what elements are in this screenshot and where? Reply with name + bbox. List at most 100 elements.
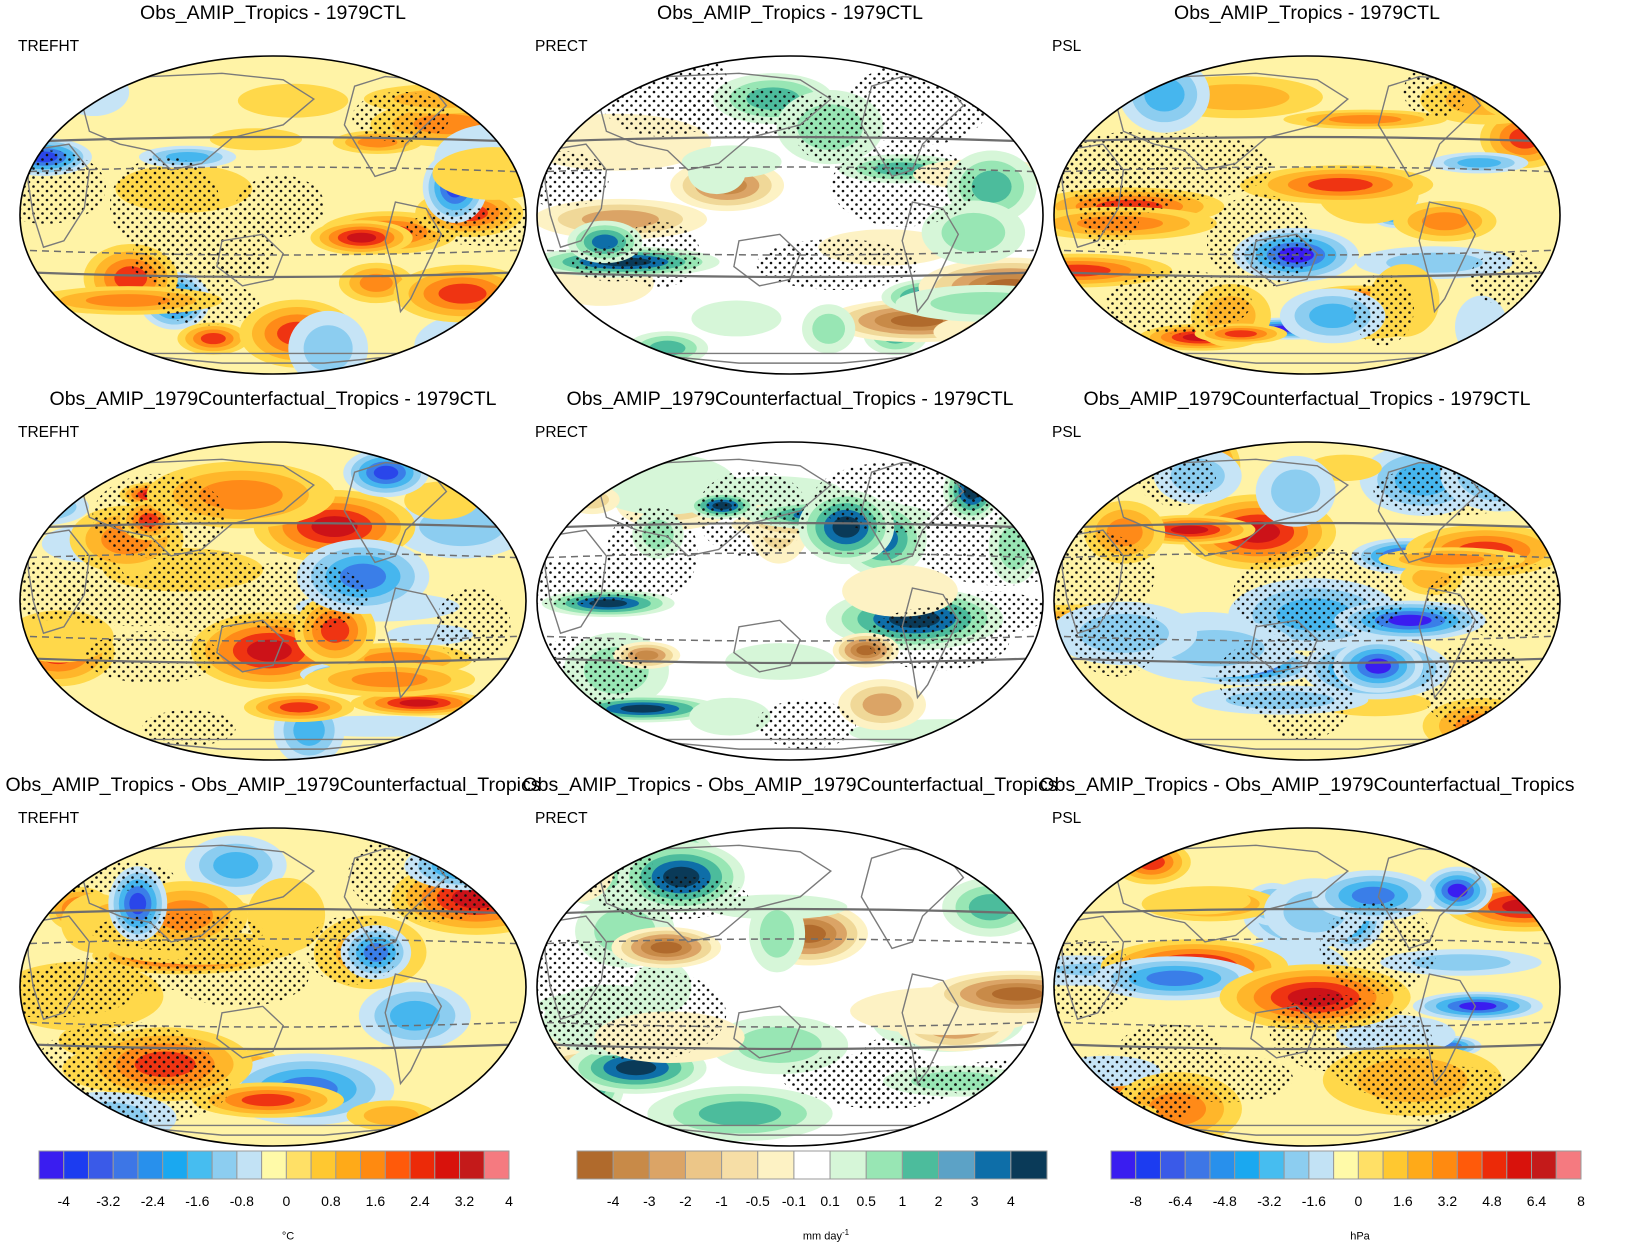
coastline	[1061, 143, 1125, 249]
tropics-boundary-dashed	[1054, 552, 1560, 559]
contour-fill	[691, 300, 782, 337]
colorbar-swatch	[1555, 1150, 1582, 1180]
colorbar-tick-label: 8	[1577, 1193, 1585, 1209]
colorbar-tick-label: 3	[970, 1193, 979, 1209]
colorbar-tick-label: -1.6	[185, 1193, 210, 1209]
contour-fill	[20, 846, 70, 868]
map-border	[1053, 441, 1561, 761]
contour-fill	[1271, 469, 1321, 514]
contour-fill	[363, 1106, 419, 1126]
colorbar-swatch	[1407, 1150, 1434, 1180]
colorbar-tick-label: -2	[679, 1193, 692, 1209]
colorbar-swatch	[1283, 1150, 1310, 1180]
colorbar-swatch	[1159, 1150, 1186, 1180]
significance-stipple	[1425, 562, 1560, 638]
coastline	[972, 69, 1016, 107]
region-boundary-solid	[1054, 656, 1560, 665]
contour-fill	[862, 693, 902, 717]
coastline	[1250, 619, 1319, 673]
significance-stipple	[305, 915, 400, 985]
contour-fill	[373, 465, 399, 480]
colorbar-tick-label: 4	[505, 1193, 513, 1209]
colorbar-tick-label: 6.4	[1526, 1193, 1547, 1209]
coastline	[455, 455, 499, 493]
tropics-boundary-dashed	[537, 938, 1043, 945]
colorbar-unit: mm day-1	[576, 1228, 1076, 1243]
colorbar-tick-label: 0	[1354, 1193, 1363, 1209]
contour-fill	[1170, 525, 1209, 535]
region-boundary-solid	[20, 521, 526, 530]
significance-stipple	[1469, 252, 1542, 305]
significance-stipple	[157, 282, 260, 326]
colorbar-tick-label: -8	[1129, 1193, 1142, 1209]
colorbar-tick-label: -4	[606, 1193, 620, 1209]
significance-stipple	[1319, 902, 1437, 994]
map-projection	[19, 441, 527, 761]
contour-fill	[1146, 970, 1204, 987]
significance-stipple	[1106, 270, 1252, 335]
colorbar-swatch	[38, 1150, 65, 1180]
panel-r3-c1: Obs_AMIP_Tropics - Obs_AMIP_1979Counterf…	[0, 772, 546, 1154]
region-boundary-solid	[1054, 521, 1560, 530]
region-boundary-solid	[20, 656, 526, 665]
region-boundary-solid	[20, 135, 526, 144]
significance-stipple	[1269, 994, 1399, 1072]
coastline	[1489, 69, 1533, 107]
significance-stipple	[756, 239, 919, 290]
colorbar-tick-label: -0.5	[745, 1193, 770, 1209]
significance-stipple	[142, 710, 236, 747]
coastline	[972, 841, 1016, 879]
region-boundary-solid	[20, 270, 526, 279]
colorbar-swatch	[938, 1150, 976, 1180]
colorbar-tick-label: -1.6	[1301, 1193, 1326, 1209]
contour-fill	[200, 332, 226, 345]
colorbar-tick-label: 1.6	[1393, 1193, 1413, 1209]
contour-fill	[615, 1060, 657, 1076]
coastline	[1061, 529, 1125, 635]
significance-stipple	[1156, 1054, 1293, 1103]
colorbar-tick-label: 2.4	[410, 1193, 430, 1209]
coastline	[544, 529, 608, 635]
region-boundary-solid	[537, 656, 1043, 665]
variable-label: PSL	[1052, 424, 1082, 441]
contour-fill	[812, 313, 846, 344]
contour-fill	[399, 699, 439, 707]
region-boundary-solid	[1054, 1042, 1560, 1051]
panel-title: Obs_AMIP_Tropics - 1979CTL	[1174, 2, 1440, 24]
colorbar-swatch	[211, 1150, 238, 1180]
map-projection	[1053, 55, 1561, 375]
tropics-boundary-dashed	[20, 552, 526, 559]
map-projection	[1053, 827, 1561, 1147]
contour-fill	[1309, 303, 1357, 329]
tropics-boundary-dashed	[20, 938, 526, 945]
region-boundary-solid	[537, 1042, 1043, 1051]
contour-fill	[968, 894, 1012, 921]
contour-fill	[209, 128, 303, 151]
tropics-boundary-dashed	[20, 249, 526, 256]
colorbar-swatch	[1357, 1150, 1384, 1180]
contour-fill	[941, 212, 1006, 253]
coastline	[1489, 455, 1533, 493]
colorbar-swatch	[1110, 1150, 1137, 1180]
coastline	[27, 529, 91, 635]
contour-fill	[930, 291, 1042, 315]
coastline	[733, 1005, 802, 1059]
contour-fill	[438, 325, 515, 366]
region-boundary-solid	[537, 270, 1043, 279]
contour-fill	[359, 273, 393, 292]
colorbar-tick-label: 2	[934, 1193, 943, 1209]
map	[18, 826, 528, 1148]
contour-fill	[1459, 1001, 1497, 1011]
coastline	[636, 352, 944, 364]
contour-fill	[620, 704, 666, 713]
colorbar-swatch	[1135, 1150, 1161, 1180]
contour-fill	[1144, 77, 1185, 112]
colorbar-swatch	[434, 1150, 461, 1180]
panel-r1-c3: Obs_AMIP_Tropics - 1979CTL PSL	[1034, 0, 1580, 382]
significance-stipple	[809, 1055, 958, 1110]
panel-r3-c2: Obs_AMIP_Tropics - Obs_AMIP_1979Counterf…	[517, 772, 1063, 1154]
colorbar-swatch	[829, 1150, 867, 1180]
region-boundary-solid	[537, 907, 1043, 916]
colorbar-tick-label: 0.1	[820, 1193, 840, 1209]
contour-fill	[842, 565, 958, 617]
